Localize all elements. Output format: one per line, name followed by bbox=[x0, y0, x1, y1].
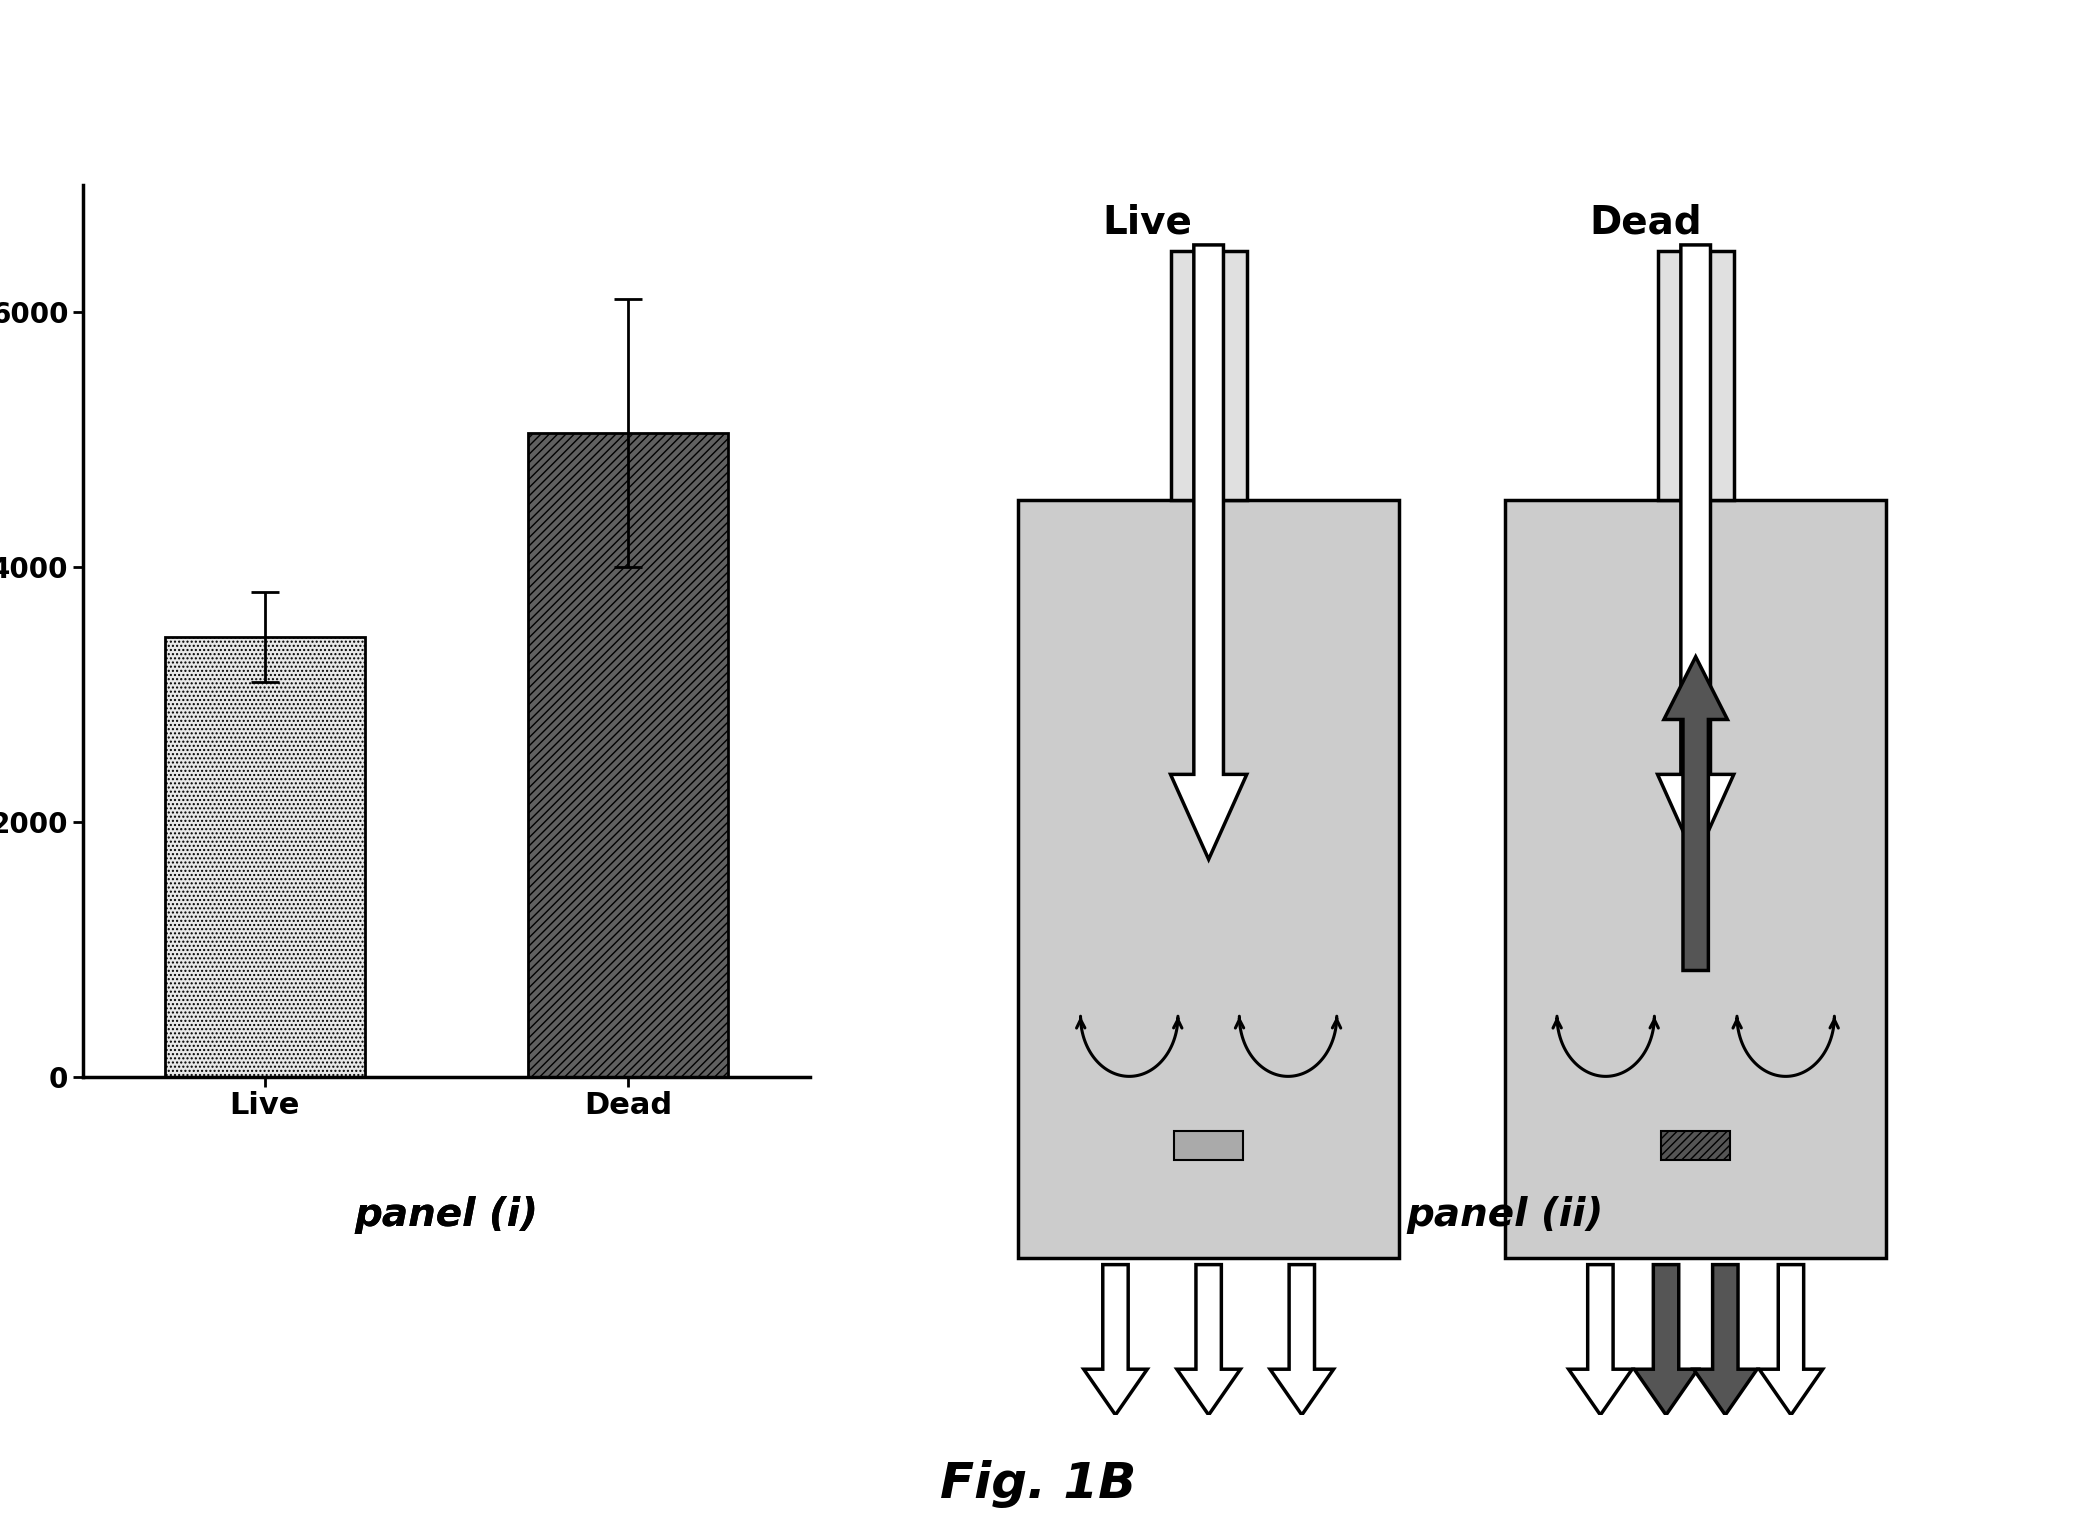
Polygon shape bbox=[1271, 1264, 1333, 1415]
Polygon shape bbox=[1694, 1264, 1756, 1415]
Polygon shape bbox=[1084, 1264, 1148, 1415]
Polygon shape bbox=[1171, 245, 1248, 860]
Text: Live: Live bbox=[1102, 203, 1192, 241]
Bar bbox=[1175, 1132, 1244, 1160]
Polygon shape bbox=[1569, 1264, 1632, 1415]
Polygon shape bbox=[1177, 1264, 1239, 1415]
Bar bbox=[1661, 1132, 1729, 1160]
Text: panel (ii): panel (ii) bbox=[1405, 1197, 1605, 1233]
Bar bbox=[1017, 500, 1399, 1258]
Polygon shape bbox=[1758, 1264, 1823, 1415]
Polygon shape bbox=[1657, 245, 1733, 860]
Bar bbox=[1657, 252, 1733, 500]
Bar bbox=[164, 637, 365, 1077]
Bar bbox=[1505, 500, 1887, 1258]
Polygon shape bbox=[1665, 657, 1727, 970]
Bar bbox=[1171, 252, 1248, 500]
Text: Dead: Dead bbox=[1590, 203, 1702, 241]
Polygon shape bbox=[1634, 1264, 1698, 1415]
Text: Fig. 1B: Fig. 1B bbox=[940, 1460, 1136, 1509]
Text: panel (i): panel (i) bbox=[355, 1197, 538, 1233]
Text: panel (i): panel (i) bbox=[355, 1197, 538, 1233]
Bar bbox=[527, 434, 729, 1077]
